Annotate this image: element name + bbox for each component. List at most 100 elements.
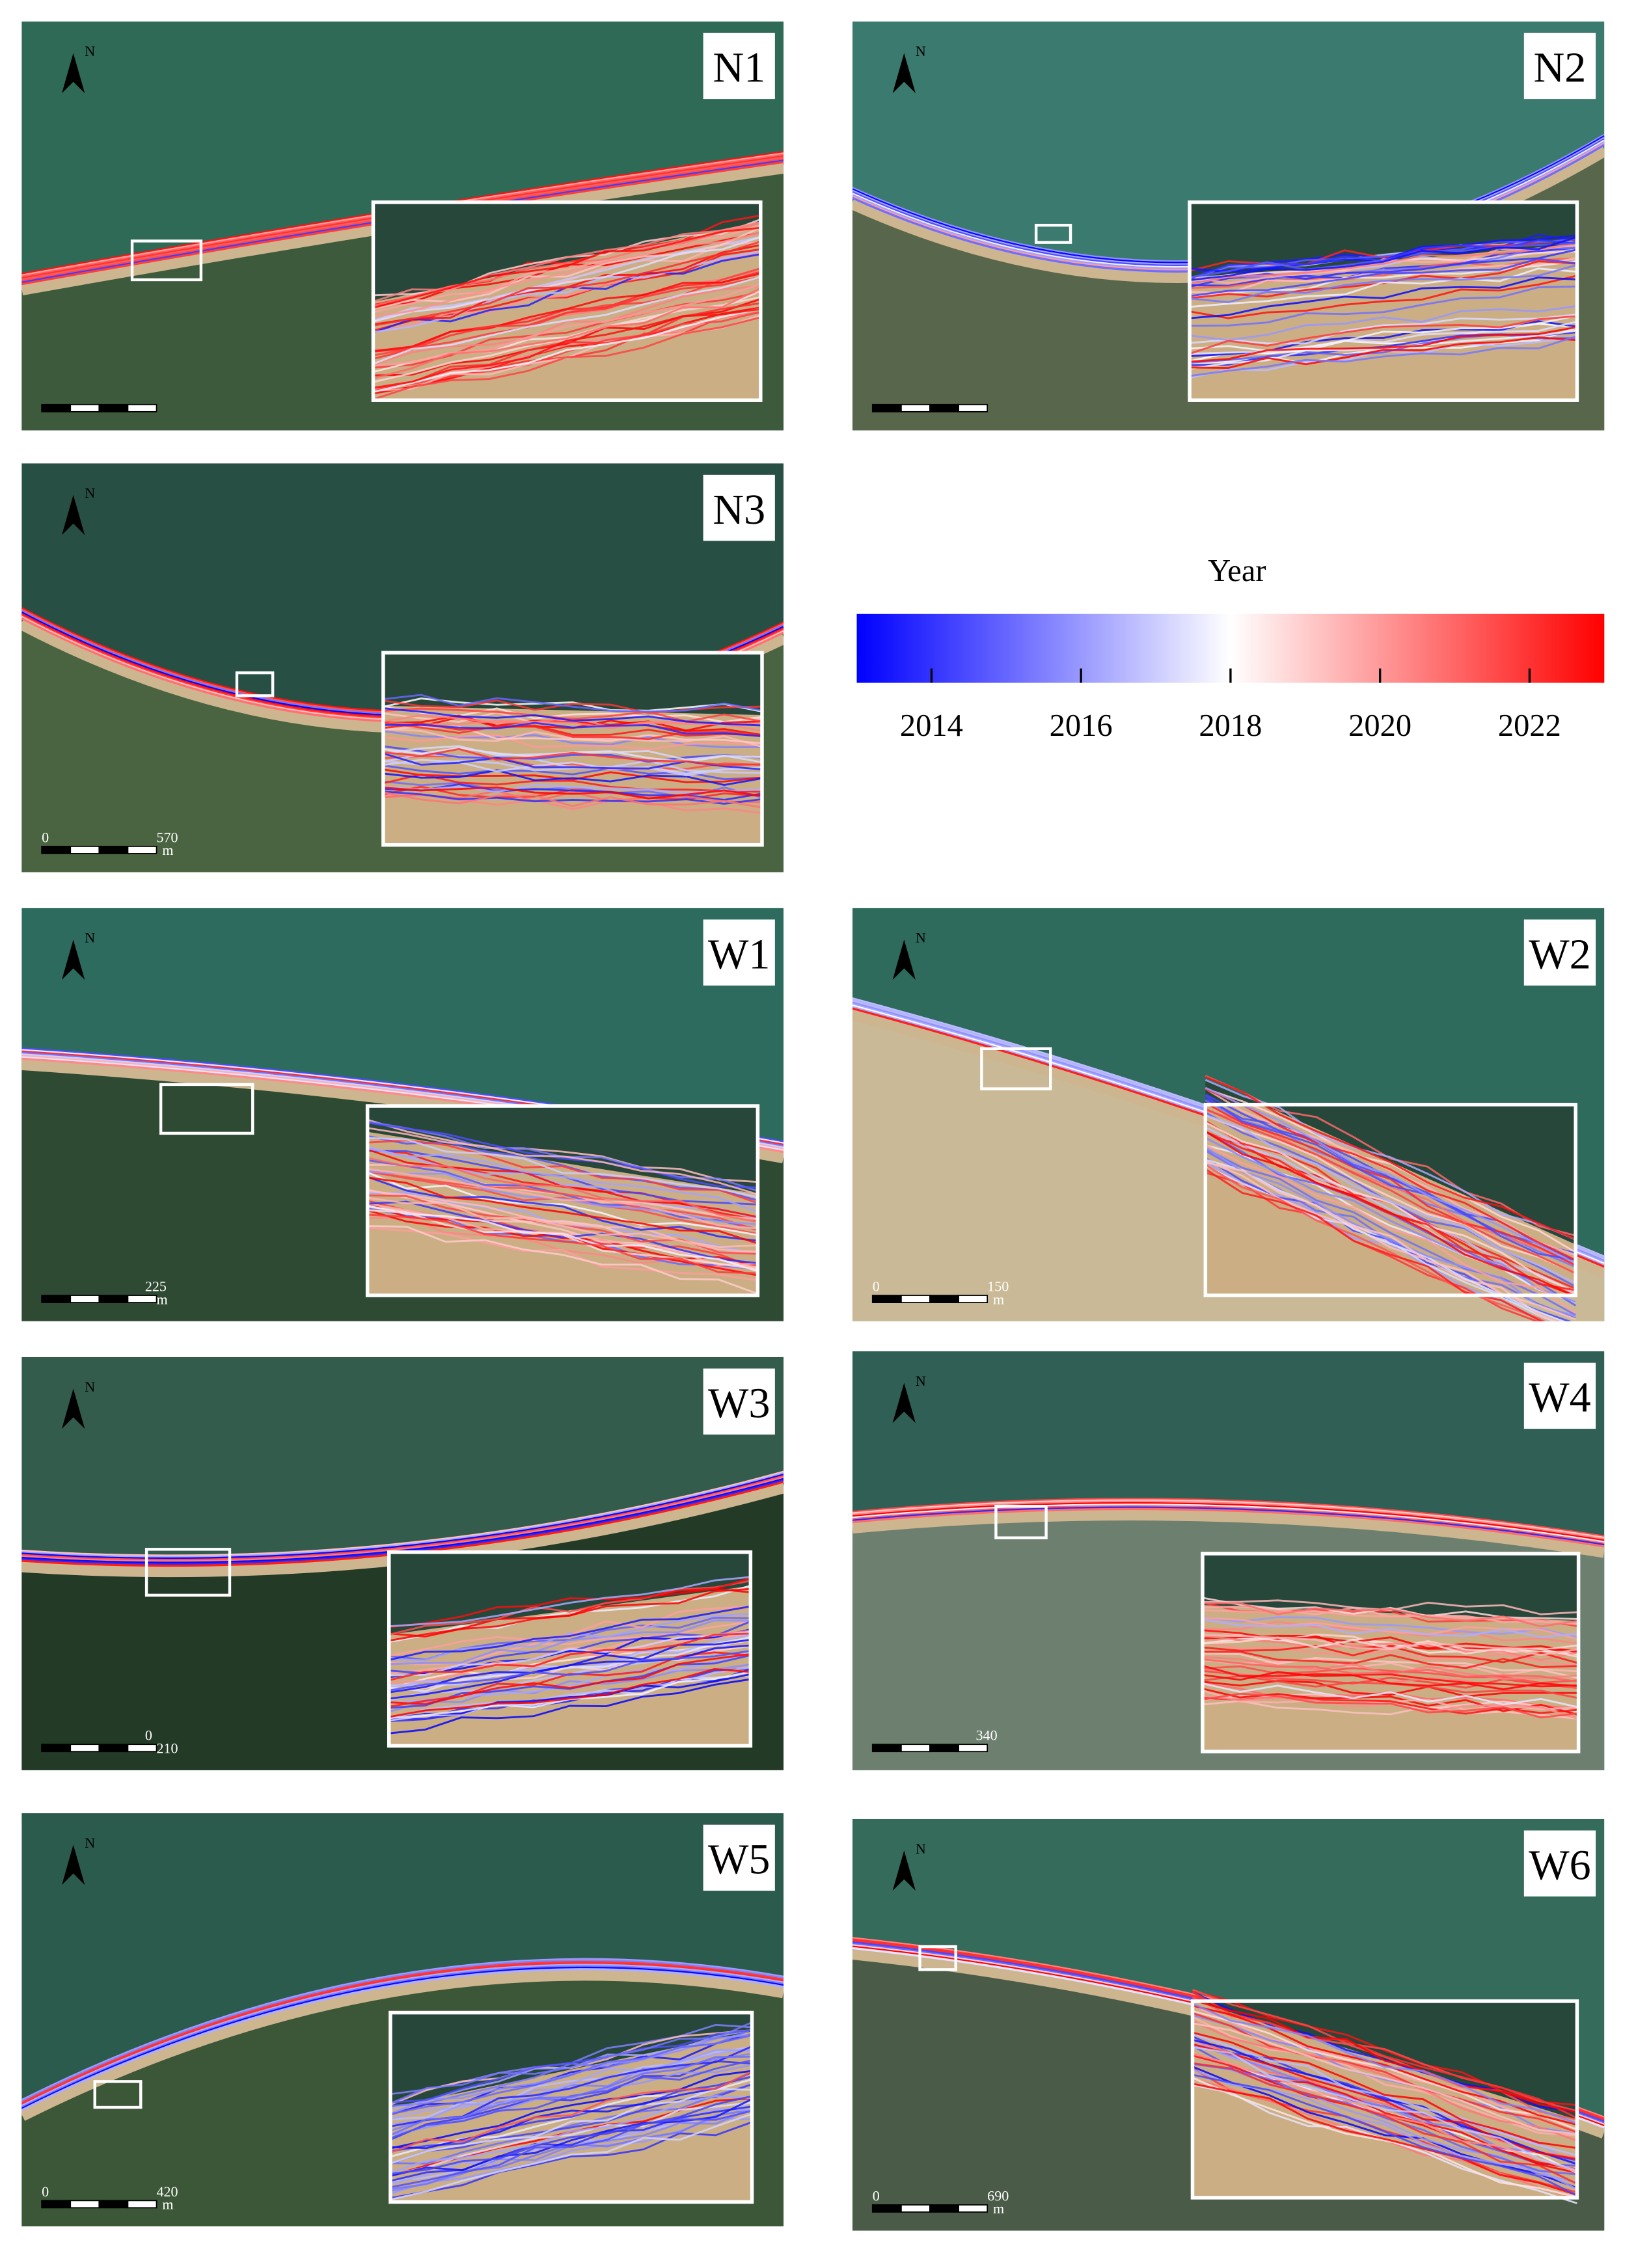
inset-shoreline	[383, 768, 763, 783]
inset-shoreline	[373, 232, 761, 317]
zoom-box	[130, 239, 203, 282]
inset-shoreline	[367, 1225, 758, 1295]
inset-frame	[1203, 1103, 1577, 1297]
scale-bar	[70, 846, 100, 854]
inset-shoreline	[390, 2060, 752, 2140]
scale-bar	[901, 403, 931, 412]
inset-shoreline	[1189, 238, 1577, 279]
inset-shoreline	[373, 232, 761, 307]
inset-shoreline	[389, 1628, 751, 1679]
shoreline	[21, 1959, 784, 2103]
beach	[21, 1966, 784, 2121]
scale-bar	[958, 1295, 988, 1303]
shoreline	[21, 1962, 784, 2106]
inset-shoreline	[1190, 258, 1577, 290]
inset-shoreline	[1205, 1088, 1576, 1262]
inset-shoreline	[1189, 258, 1577, 297]
label-box	[703, 1368, 775, 1435]
scale-label: 0	[873, 2187, 880, 2204]
inset-sea	[1202, 1553, 1579, 1621]
zoom-box	[918, 1945, 957, 1971]
shoreline	[852, 1499, 1605, 1539]
scale-label: 0	[42, 829, 49, 845]
scale-bar	[127, 2200, 157, 2209]
north-label: N	[916, 930, 926, 946]
inset-shoreline	[373, 250, 761, 333]
inset-shoreline	[1189, 236, 1577, 282]
inset-shoreline	[367, 1118, 758, 1183]
inset-shoreline	[1205, 1095, 1576, 1262]
inset-shoreline	[367, 1168, 758, 1230]
inset-shoreline	[1205, 1144, 1577, 1314]
inset-shoreline	[1189, 238, 1577, 272]
inset-shoreline	[390, 2055, 752, 2136]
inset-shoreline	[1190, 336, 1577, 370]
zoom-box	[93, 2080, 143, 2109]
inset-sea	[389, 1552, 751, 1635]
zoom-box	[159, 1083, 254, 1135]
colorbar-tick-label: 2018	[1199, 709, 1262, 743]
shoreline	[21, 1965, 784, 2109]
scale-label: 690	[987, 2187, 1009, 2204]
inset-shoreline	[1192, 2062, 1578, 2185]
inset-shoreline	[383, 694, 763, 713]
inset-sea	[373, 202, 761, 303]
scale-bar	[70, 1744, 100, 1753]
inset-shoreline	[373, 226, 761, 309]
scale-label: m	[993, 1291, 1004, 1307]
inset-shoreline	[389, 1577, 751, 1628]
inset-shoreline	[383, 745, 763, 763]
scale-bar	[901, 2204, 931, 2213]
map-panel: W3 N 0 210	[21, 1357, 784, 1770]
inset-shoreline	[383, 722, 763, 738]
inset-shoreline	[1205, 1126, 1576, 1294]
scale-bar	[958, 2204, 988, 2213]
inset-shoreline	[389, 1644, 751, 1700]
scale-label: 150	[987, 1278, 1009, 1294]
north-arrow	[62, 53, 85, 94]
inset-shoreline	[1205, 1102, 1576, 1267]
inset-shoreline	[1205, 1172, 1540, 1321]
inset-shoreline	[1205, 1087, 1576, 1254]
inset-shoreline	[373, 236, 761, 323]
north-label: N	[85, 1835, 95, 1851]
inset-shoreline	[373, 276, 761, 360]
colorbar-tick-label: 2014	[900, 709, 963, 743]
inset-shoreline	[1192, 2043, 1577, 2161]
inset-shoreline	[1205, 1130, 1576, 1297]
scale-label: 570	[157, 829, 178, 845]
panel-label: N1	[713, 44, 765, 92]
inset-shoreline	[390, 2113, 753, 2201]
inset-shoreline	[390, 2095, 752, 2174]
north-arrow	[892, 1383, 916, 1424]
inset-shoreline	[1189, 335, 1577, 377]
inset-shoreline	[1202, 1699, 1579, 1720]
inset-shoreline	[1205, 1114, 1576, 1274]
inset-shoreline	[1192, 2020, 1577, 2142]
panel-label: W5	[708, 1836, 770, 1883]
inset-shoreline	[1202, 1645, 1579, 1664]
shoreline	[21, 1966, 784, 2110]
inset-shoreline	[1202, 1669, 1579, 1690]
scale-bar	[127, 846, 157, 854]
inset-shoreline	[373, 308, 761, 393]
inset-shoreline	[373, 236, 761, 322]
inset-shoreline	[389, 1667, 751, 1718]
inset-shoreline	[1192, 2073, 1578, 2196]
label-box	[1523, 33, 1596, 100]
inset-shoreline	[373, 240, 761, 327]
inset-shoreline	[1205, 1108, 1576, 1275]
inset-shoreline	[390, 2070, 753, 2154]
map-panel: W4 N 340	[852, 1351, 1605, 1770]
inset-shoreline	[367, 1157, 758, 1223]
inset-shoreline	[383, 764, 763, 781]
scale-label: m	[162, 842, 173, 858]
inset-shoreline	[1192, 1999, 1577, 2113]
inset-shoreline	[1192, 2031, 1577, 2150]
label-box	[1523, 1830, 1596, 1897]
inset-shoreline	[389, 1678, 751, 1735]
scale-bar	[929, 2204, 959, 2213]
north-arrow	[892, 1850, 916, 1891]
inset-shoreline	[383, 707, 763, 723]
